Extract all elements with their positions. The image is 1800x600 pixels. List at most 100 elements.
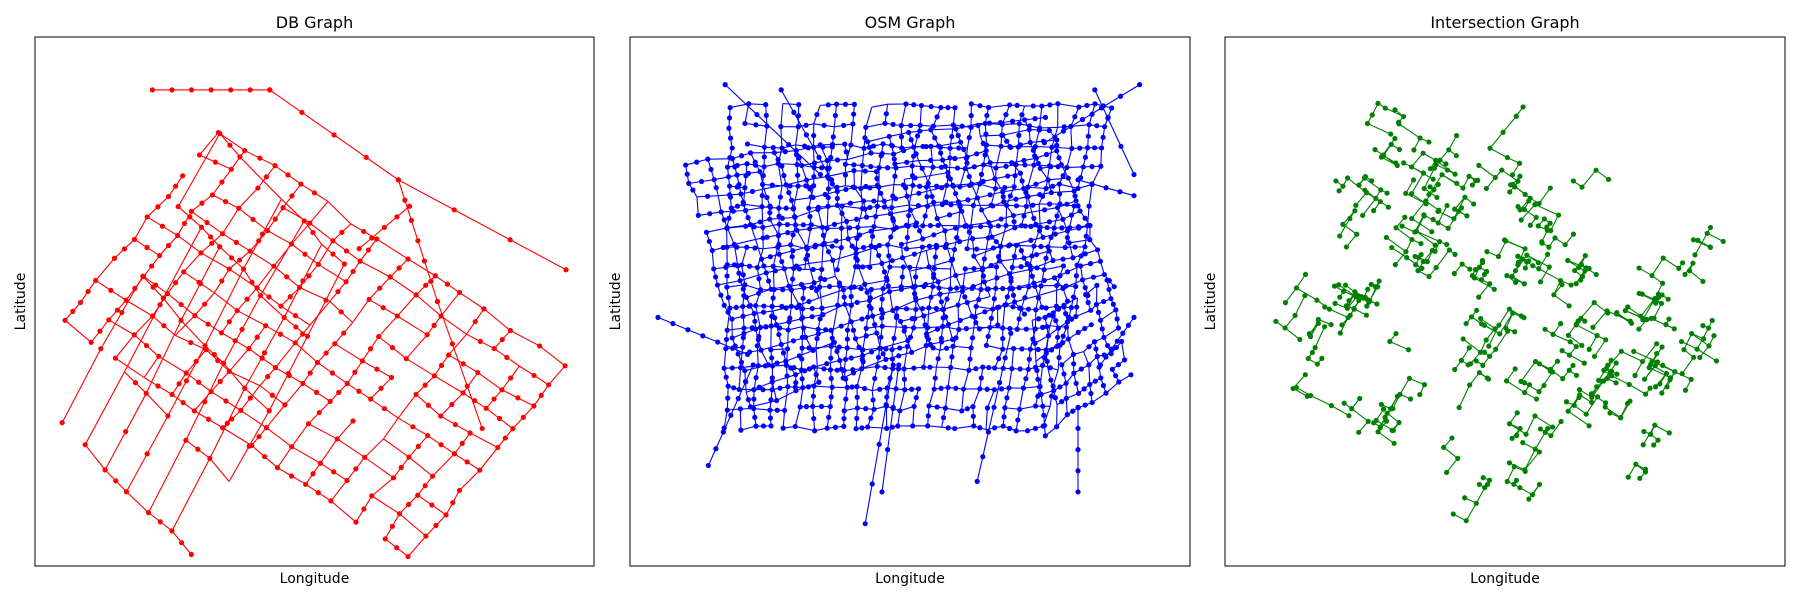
- graph-node: [927, 341, 933, 347]
- graph-node: [763, 324, 769, 330]
- graph-edge: [1005, 205, 1008, 226]
- graph-node: [813, 372, 819, 378]
- graph-node: [1098, 163, 1104, 169]
- graph-node: [1373, 195, 1379, 202]
- graph-node: [986, 120, 993, 126]
- graph-node: [725, 383, 731, 389]
- graph-node: [510, 426, 516, 432]
- graph-node: [1038, 243, 1044, 250]
- graph-node: [169, 528, 175, 534]
- graph-node: [753, 375, 759, 381]
- graph-node: [1504, 273, 1510, 279]
- graph-node: [955, 199, 962, 205]
- graph-edge: [794, 406, 801, 427]
- graph-node: [1055, 334, 1061, 340]
- graph-node: [934, 114, 940, 120]
- graph-edge: [1520, 361, 1536, 382]
- graph-node: [860, 347, 866, 353]
- graph-node: [352, 369, 358, 375]
- graph-node: [1040, 324, 1046, 330]
- graph-edge: [1395, 227, 1413, 241]
- graph-node: [1069, 316, 1075, 322]
- graph-node: [970, 202, 977, 209]
- graph-node: [259, 231, 266, 237]
- graph-node: [1032, 340, 1038, 346]
- graph-edge: [228, 348, 250, 372]
- graph-edge: [510, 330, 540, 347]
- graph-node: [993, 165, 999, 171]
- graph-node: [265, 374, 271, 380]
- graph-node: [1016, 285, 1022, 291]
- graph-node: [1391, 440, 1397, 446]
- title-db-graph: DB Graph: [276, 13, 353, 32]
- graph-node: [211, 351, 217, 358]
- graph-edge: [84, 444, 106, 471]
- graph-node: [176, 381, 182, 387]
- graph-edge: [108, 319, 135, 336]
- graph-node: [1117, 93, 1124, 99]
- graph-node: [980, 140, 986, 146]
- graph-node: [790, 248, 796, 254]
- graph-node: [1094, 247, 1101, 253]
- graph-node: [145, 510, 152, 516]
- graph-edge: [1662, 257, 1680, 269]
- graph-node: [1456, 404, 1462, 411]
- graph-node: [913, 297, 919, 303]
- graph-node: [1406, 375, 1412, 381]
- graph-node: [1663, 322, 1669, 328]
- graph-node: [976, 326, 983, 332]
- graph-node: [924, 203, 931, 209]
- graph-edge: [826, 206, 829, 229]
- graph-node: [1019, 346, 1025, 352]
- graph-edge: [959, 168, 966, 188]
- graph-node: [685, 327, 691, 333]
- graph-edge: [1048, 147, 1053, 166]
- graph-node: [1010, 304, 1016, 310]
- graph-node: [819, 165, 825, 171]
- graph-node: [1023, 326, 1029, 332]
- graph-node: [783, 305, 789, 311]
- graph-node: [830, 257, 836, 263]
- graph-node: [311, 190, 318, 196]
- graph-node: [405, 553, 411, 560]
- graph-edge: [336, 438, 366, 458]
- graph-node: [1083, 233, 1089, 239]
- graph-edge: [327, 201, 352, 225]
- graph-node: [1050, 383, 1056, 389]
- graph-node: [834, 195, 840, 201]
- graph-node: [991, 425, 998, 431]
- graph-node: [387, 274, 393, 280]
- graph-node: [957, 139, 964, 145]
- graph-node: [1059, 362, 1065, 368]
- graph-node: [1044, 224, 1050, 231]
- graph-node: [1533, 214, 1539, 221]
- graph-node: [1064, 164, 1070, 171]
- graph-node: [1114, 316, 1120, 322]
- graph-node: [724, 407, 730, 413]
- graph-node: [272, 365, 279, 371]
- graph-node: [1609, 373, 1615, 379]
- graph-node: [1065, 336, 1071, 342]
- graph-node: [102, 467, 108, 473]
- graph-node: [879, 315, 885, 321]
- graph-node: [1071, 370, 1077, 376]
- graph-edge: [352, 299, 370, 323]
- graph-node: [834, 157, 841, 163]
- graph-node: [786, 190, 792, 196]
- graph-node: [951, 246, 958, 253]
- graph-node: [1515, 178, 1521, 184]
- graph-node: [790, 232, 796, 238]
- graph-node: [272, 163, 278, 169]
- graph-node: [924, 194, 930, 200]
- graph-node: [1049, 144, 1055, 150]
- graph-node: [1671, 326, 1677, 332]
- graph-node: [881, 204, 888, 210]
- graph-node: [855, 264, 862, 270]
- graph-node: [1013, 242, 1020, 248]
- graph-node: [754, 264, 760, 271]
- graph-node: [957, 184, 963, 190]
- graph-node: [438, 362, 445, 368]
- graph-node: [508, 375, 514, 381]
- graph-node: [1618, 348, 1624, 354]
- graph-edge: [945, 407, 962, 412]
